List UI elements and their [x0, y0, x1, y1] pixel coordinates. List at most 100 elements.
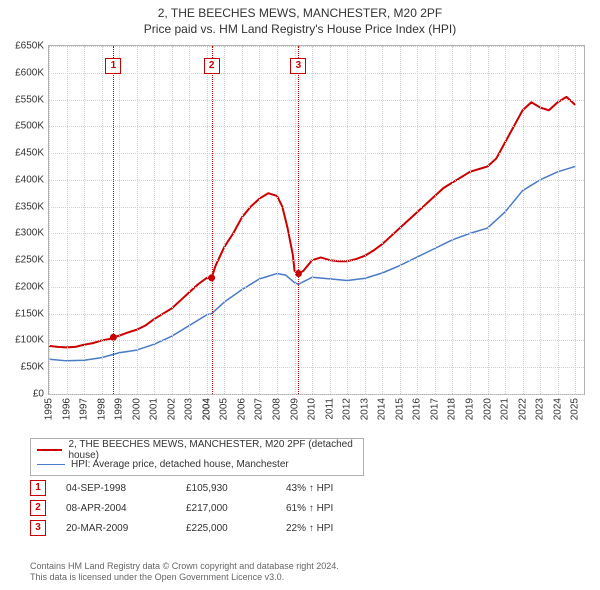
gridline-v — [119, 46, 120, 394]
x-axis-label: 1999 — [114, 398, 125, 420]
gridline-v — [102, 46, 103, 394]
event-row: 2 08-APR-2004 £217,000 61% ↑ HPI — [30, 498, 570, 518]
x-axis-label: 1997 — [79, 398, 90, 420]
y-axis-label: £300K — [15, 228, 44, 239]
event-pct: 43% ↑ HPI — [286, 483, 376, 494]
gridline-v — [470, 46, 471, 394]
x-axis-label: 1995 — [44, 398, 55, 420]
x-axis-label: 2004 — [201, 398, 212, 420]
gridline-v — [84, 46, 85, 394]
events-table: 1 04-SEP-1998 £105,930 43% ↑ HPI 2 08-AP… — [30, 478, 570, 538]
x-axis-label: 2000 — [131, 398, 142, 420]
gridline-v — [435, 46, 436, 394]
gridline-h — [49, 314, 584, 315]
gridline-h — [49, 126, 584, 127]
footer-attribution: Contains HM Land Registry data © Crown c… — [30, 561, 339, 584]
legend-box: 2, THE BEECHES MEWS, MANCHESTER, M20 2PF… — [30, 438, 364, 476]
x-axis-label: 2019 — [464, 398, 475, 420]
gridline-h — [49, 207, 584, 208]
gridline-h — [49, 287, 584, 288]
y-axis-label: £250K — [15, 255, 44, 266]
chart-title: 2, THE BEECHES MEWS, MANCHESTER, M20 2PF… — [0, 0, 600, 37]
legend-swatch — [37, 464, 65, 465]
x-axis-label: 2005 — [219, 398, 230, 420]
x-axis-label: 2010 — [307, 398, 318, 420]
gridline-h — [49, 340, 584, 341]
y-axis-label: £650K — [15, 41, 44, 52]
gridline-h — [49, 394, 584, 395]
y-axis-label: £50K — [21, 362, 44, 373]
x-axis-label: 2001 — [149, 398, 160, 420]
footer-line2: This data is licensed under the Open Gov… — [30, 572, 339, 584]
event-price: £105,930 — [186, 483, 266, 494]
x-axis-label: 2008 — [272, 398, 283, 420]
x-axis-label: 2020 — [482, 398, 493, 420]
y-axis-label: £350K — [15, 201, 44, 212]
gridline-v — [540, 46, 541, 394]
event-marker-box: 1 — [30, 480, 46, 496]
event-vertical-line — [298, 46, 299, 394]
gridline-v — [347, 46, 348, 394]
x-axis-label: 2015 — [394, 398, 405, 420]
x-axis-label: 2013 — [359, 398, 370, 420]
gridline-v — [259, 46, 260, 394]
chart-svg — [49, 46, 584, 394]
event-vertical-line — [113, 46, 114, 394]
gridline-h — [49, 367, 584, 368]
gridline-v — [523, 46, 524, 394]
footer-line1: Contains HM Land Registry data © Crown c… — [30, 561, 339, 573]
event-pct: 61% ↑ HPI — [286, 503, 376, 514]
x-axis-label: 1996 — [61, 398, 72, 420]
chart-plot-area: £0£50K£100K£150K£200K£250K£300K£350K£400… — [48, 45, 585, 395]
x-axis-label: 2007 — [254, 398, 265, 420]
event-marker-box: 1 — [105, 58, 121, 74]
y-axis-label: £550K — [15, 94, 44, 105]
gridline-v — [382, 46, 383, 394]
title-line1: 2, THE BEECHES MEWS, MANCHESTER, M20 2PF — [0, 6, 600, 22]
event-price: £217,000 — [186, 503, 266, 514]
gridline-v — [49, 46, 50, 394]
x-axis-label: 2018 — [447, 398, 458, 420]
y-axis-label: £600K — [15, 67, 44, 78]
y-axis-label: £0 — [33, 389, 44, 400]
gridline-v — [330, 46, 331, 394]
event-marker-box: 2 — [30, 500, 46, 516]
gridline-h — [49, 233, 584, 234]
legend-swatch — [37, 449, 62, 451]
event-marker-box: 3 — [30, 520, 46, 536]
gridline-v — [224, 46, 225, 394]
gridline-h — [49, 180, 584, 181]
gridline-v — [365, 46, 366, 394]
gridline-v — [488, 46, 489, 394]
y-axis-label: £100K — [15, 335, 44, 346]
gridline-v — [452, 46, 453, 394]
x-axis-label: 2023 — [535, 398, 546, 420]
gridline-h — [49, 153, 584, 154]
x-axis-label: 2003 — [184, 398, 195, 420]
gridline-h — [49, 260, 584, 261]
x-axis-label: 2016 — [412, 398, 423, 420]
event-pct: 22% ↑ HPI — [286, 523, 376, 534]
y-axis-label: £500K — [15, 121, 44, 132]
gridline-v — [558, 46, 559, 394]
x-axis-label: 2012 — [342, 398, 353, 420]
event-date: 20-MAR-2009 — [66, 523, 166, 534]
gridline-v — [189, 46, 190, 394]
event-vertical-line — [212, 46, 213, 394]
gridline-v — [400, 46, 401, 394]
gridline-v — [417, 46, 418, 394]
x-axis-label: 2017 — [429, 398, 440, 420]
x-axis-label: 1998 — [96, 398, 107, 420]
x-axis-label: 2025 — [570, 398, 581, 420]
gridline-v — [505, 46, 506, 394]
x-axis-label: 2009 — [289, 398, 300, 420]
title-line2: Price paid vs. HM Land Registry's House … — [0, 22, 600, 38]
x-axis-label: 2024 — [552, 398, 563, 420]
gridline-v — [137, 46, 138, 394]
gridline-v — [575, 46, 576, 394]
event-marker-box: 3 — [290, 58, 306, 74]
gridline-v — [277, 46, 278, 394]
y-axis-label: £450K — [15, 148, 44, 159]
event-marker-box: 2 — [204, 58, 220, 74]
gridline-v — [172, 46, 173, 394]
